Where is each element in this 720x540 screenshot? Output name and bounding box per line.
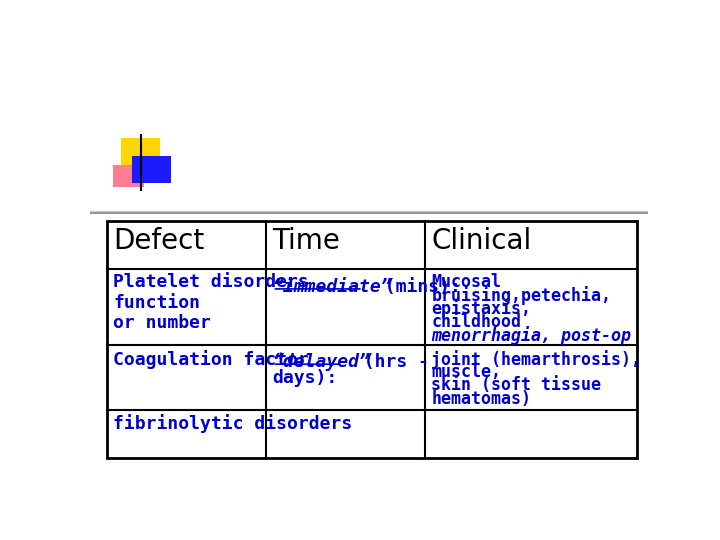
Text: Defect: Defect [114,227,204,255]
Text: bruising,petechia,: bruising,petechia, [431,286,611,305]
Bar [107,221,637,458]
FancyBboxPatch shape [121,138,160,165]
Text: Coagulation factor: Coagulation factor [114,349,309,369]
Text: fibrinolytic disorders: fibrinolytic disorders [114,414,353,433]
Text: epistaxis,: epistaxis, [431,299,531,318]
Text: (mins):: (mins): [363,278,461,296]
FancyBboxPatch shape [132,156,171,183]
Text: “immediate”: “immediate” [272,278,392,296]
Text: childhood: childhood [431,313,521,330]
Text: menorrhagia, post-op: menorrhagia, post-op [431,326,631,345]
Text: Mucosal: Mucosal [431,273,502,291]
FancyBboxPatch shape [114,165,144,187]
Text: “delayed”: “delayed” [272,353,370,371]
Text: Time: Time [272,227,341,255]
Text: muscle,: muscle, [431,363,502,381]
Text: joint (hemarthrosis),: joint (hemarthrosis), [431,349,642,369]
Text: skin (soft tissue: skin (soft tissue [431,376,601,394]
Text: (hrs -: (hrs - [342,353,429,371]
Text: hematomas): hematomas) [431,389,531,408]
Text: days):: days): [272,369,338,387]
Text: Clinical: Clinical [431,227,532,255]
Text: Platelet disorders
function
or number: Platelet disorders function or number [114,273,309,332]
